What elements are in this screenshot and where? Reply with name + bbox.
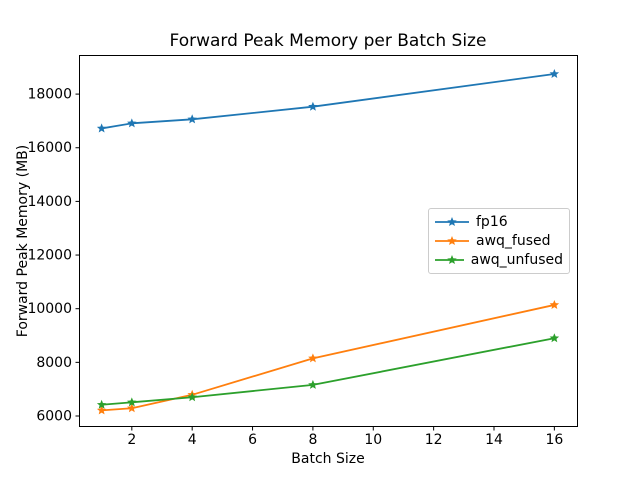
star-marker — [96, 399, 107, 409]
x-tick-label: 2 — [127, 432, 136, 448]
legend-marker-icon — [435, 216, 469, 226]
x-axis: 2 4 6 8 10 12 14 16 — [127, 427, 563, 448]
y-tick-label: 14000 — [27, 194, 72, 210]
y-tick-label: 10000 — [27, 301, 72, 317]
star-marker — [308, 379, 318, 389]
y-axis: 6000 8000 10000 12000 14000 16000 18000 — [27, 87, 79, 425]
star-marker — [96, 123, 107, 133]
legend-item: awq_unfused — [435, 252, 563, 268]
star-marker — [187, 114, 197, 124]
y-tick-label: 8000 — [36, 355, 72, 371]
x-axis-label: Batch Size — [291, 451, 365, 467]
y-tick-label: 18000 — [27, 87, 72, 103]
series-line — [101, 304, 555, 412]
y-axis-label: Forward Peak Memory (MB) — [15, 144, 31, 338]
plot-border — [79, 55, 578, 427]
series-fp16 — [96, 68, 560, 133]
x-tick-label: 14 — [485, 432, 503, 448]
x-tick-label: 10 — [364, 432, 382, 448]
x-tick-label: 8 — [308, 432, 317, 448]
legend: fp16 awq_fused awq_unfused — [428, 208, 570, 274]
series-awq_unfused — [96, 333, 560, 409]
star-marker — [308, 101, 318, 111]
star-marker — [96, 405, 107, 415]
legend-item-label: fp16 — [476, 213, 508, 230]
y-tick-label: 16000 — [27, 140, 72, 156]
star-marker — [549, 68, 560, 79]
star-marker — [549, 299, 560, 309]
legend-marker-icon — [435, 235, 469, 246]
series-line — [101, 73, 555, 130]
star-marker — [127, 118, 137, 128]
x-tick-label: 4 — [188, 432, 197, 448]
legend-item-label: awq_unfused — [470, 252, 563, 269]
star-marker — [549, 333, 560, 343]
series-line — [101, 337, 555, 406]
star-marker — [127, 397, 137, 407]
star-marker — [187, 392, 197, 402]
x-tick-label: 16 — [545, 432, 563, 448]
x-tick-label: 6 — [248, 432, 257, 448]
legend-item-label: awq_fused — [476, 232, 551, 249]
y-tick-label: 6000 — [36, 409, 72, 425]
star-marker — [127, 403, 137, 413]
star-marker — [308, 353, 318, 363]
series-awq_fused — [96, 299, 560, 415]
chart-title: Forward Peak Memory per Batch Size — [169, 31, 487, 51]
legend-item: fp16 — [435, 214, 563, 230]
x-tick-label: 12 — [425, 432, 443, 448]
legend-marker-icon — [435, 255, 464, 265]
y-tick-label: 12000 — [27, 248, 72, 264]
legend-item: awq_fused — [435, 233, 563, 249]
